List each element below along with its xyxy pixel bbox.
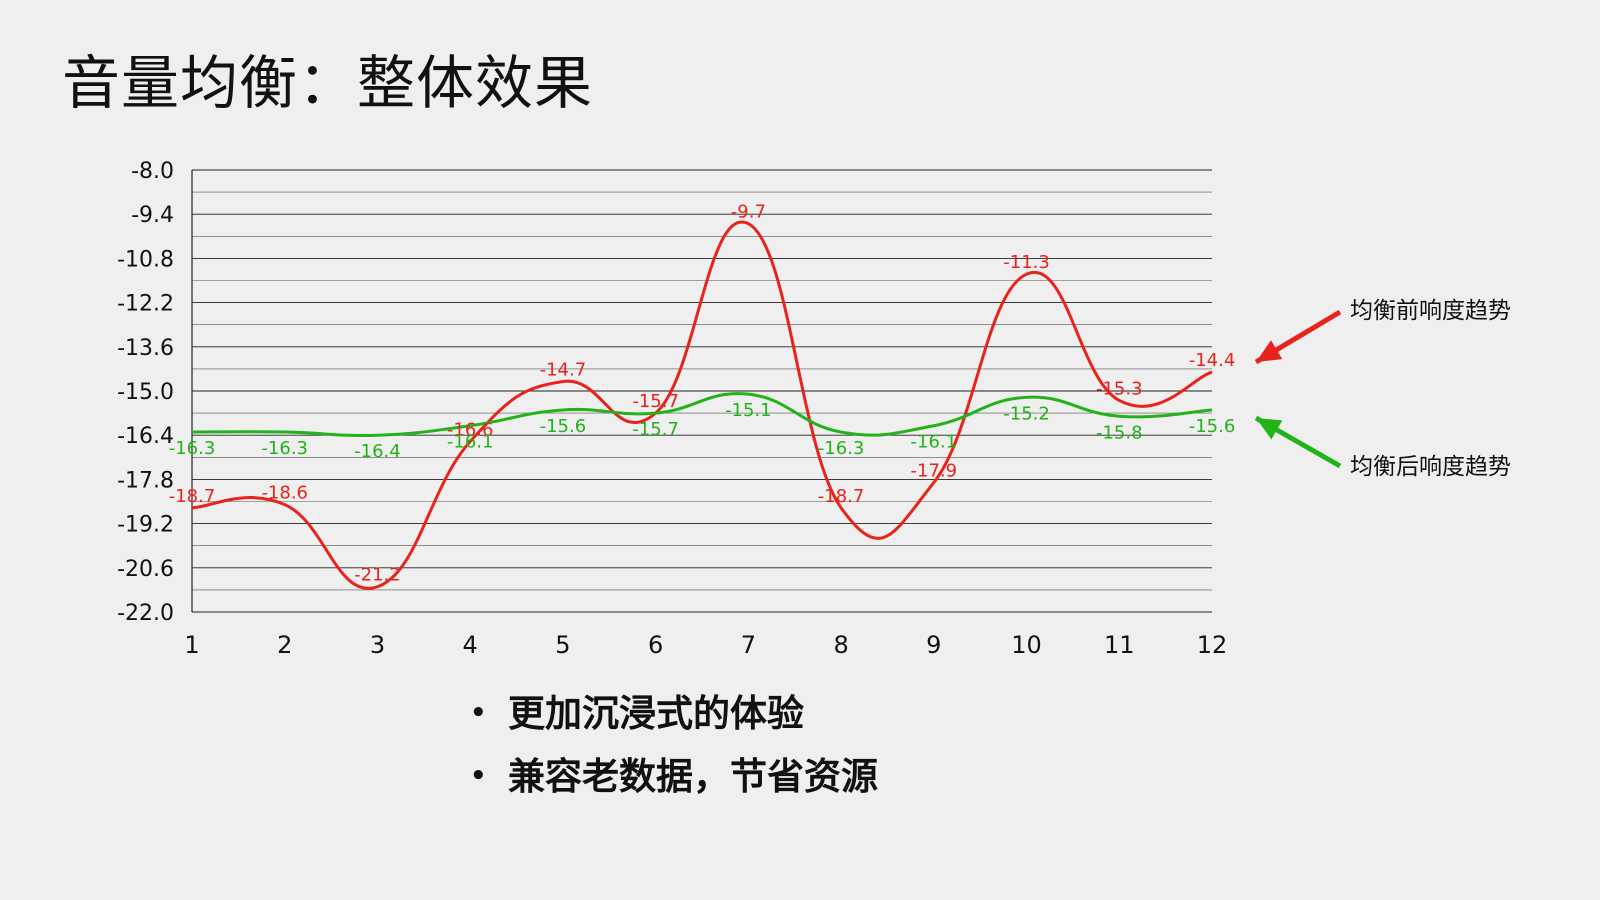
bullet-item: • 兼容老数据，节省资源 — [470, 758, 878, 795]
data-label: -16.4 — [354, 441, 401, 462]
series-line-2 — [191, 392, 1213, 437]
data-label: -15.8 — [1096, 422, 1143, 443]
data-label: -15.7 — [632, 391, 679, 412]
legend-arrow-head — [1256, 418, 1283, 440]
x-tick-label: 11 — [1104, 631, 1135, 659]
slide-title: 音量均衡：整体效果 — [62, 49, 594, 117]
y-tick-label: -15.0 — [117, 380, 174, 405]
x-tick-label: 6 — [648, 631, 663, 659]
data-label: -9.7 — [731, 202, 766, 223]
chart-gridlines — [192, 169, 1212, 613]
data-label: -15.2 — [1003, 403, 1050, 424]
series-line-1 — [191, 220, 1213, 590]
y-tick-label: -8.0 — [131, 159, 174, 184]
data-label: -16.3 — [261, 438, 308, 459]
legend-arrow-head — [1256, 340, 1283, 362]
y-tick-label: -10.8 — [117, 247, 174, 272]
y-tick-label: -17.8 — [117, 468, 174, 493]
y-tick-label: -9.4 — [131, 203, 174, 228]
chart-axes: -8.0-9.4-10.8-12.2-13.6-15.0-16.4-17.8-1… — [117, 159, 1227, 659]
bullet-list: • 更加沉浸式的体验 • 兼容老数据，节省资源 — [470, 695, 878, 821]
data-label: -14.7 — [540, 360, 587, 381]
x-tick-label: 3 — [370, 631, 385, 659]
data-label: -18.7 — [169, 486, 216, 507]
data-label: -11.3 — [1003, 252, 1050, 273]
data-label: -15.6 — [540, 416, 587, 437]
x-tick-label: 4 — [463, 631, 478, 659]
y-tick-label: -22.0 — [117, 601, 174, 626]
y-tick-label: -13.6 — [117, 336, 174, 361]
x-tick-label: 12 — [1197, 631, 1228, 659]
legend-entry: 均衡后响度趋势 — [1350, 454, 1511, 480]
data-label: -15.6 — [1189, 416, 1236, 437]
legend-entry: 均衡前响度趋势 — [1350, 298, 1511, 324]
data-label: -15.3 — [1096, 378, 1143, 399]
x-tick-label: 7 — [741, 631, 756, 659]
x-tick-label: 10 — [1011, 631, 1042, 659]
bullet-item: • 更加沉浸式的体验 — [470, 695, 878, 732]
data-label: -15.1 — [725, 400, 772, 421]
chart-data-labels: -18.7 -18.6 -21.2 -16.6 -14.7 -15.7 -9.7 -18.7 -… — [169, 202, 1236, 586]
data-label: -16.3 — [818, 438, 865, 459]
data-label: -16.3 — [169, 438, 216, 459]
bullet-text: 兼容老数据，节省资源 — [508, 755, 878, 798]
chart-series — [191, 220, 1213, 590]
data-label: -18.6 — [261, 483, 308, 504]
x-tick-label: 5 — [555, 631, 570, 659]
y-tick-label: -20.6 — [117, 557, 174, 582]
data-label: -16.1 — [447, 432, 494, 453]
data-label: -14.4 — [1189, 350, 1236, 371]
data-label: -15.7 — [632, 419, 679, 440]
data-label: -17.9 — [911, 461, 958, 482]
x-tick-label: 2 — [277, 631, 292, 659]
bullet-text: 更加沉浸式的体验 — [508, 692, 804, 735]
data-label: -18.7 — [818, 486, 865, 507]
bullet-glyph: • — [470, 698, 487, 728]
data-label: -16.1 — [911, 432, 958, 453]
y-tick-label: -16.4 — [117, 424, 174, 449]
x-tick-label: 9 — [926, 631, 941, 659]
x-tick-label: 1 — [184, 631, 199, 659]
y-tick-label: -19.2 — [117, 513, 174, 538]
bullet-glyph: • — [470, 761, 487, 791]
y-tick-label: -12.2 — [117, 292, 174, 317]
x-tick-label: 8 — [833, 631, 848, 659]
data-label: -21.2 — [354, 565, 401, 586]
data-label: -16.6 — [447, 420, 494, 441]
